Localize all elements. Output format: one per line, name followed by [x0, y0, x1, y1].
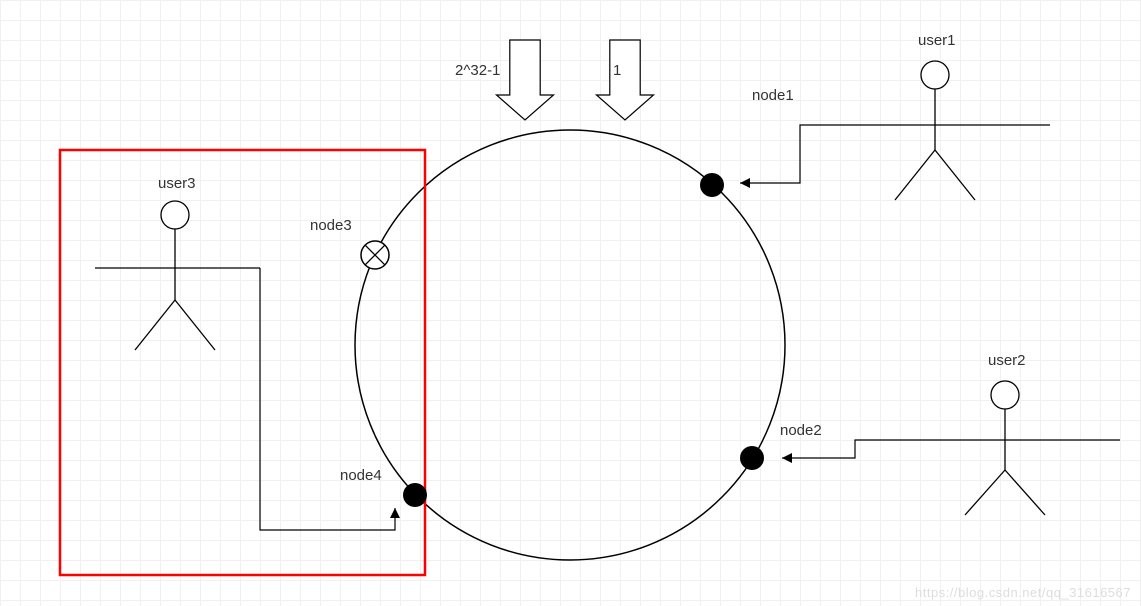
highlight-rectangle — [60, 150, 425, 575]
user2-figure — [880, 381, 1120, 515]
hash-direction-arrow — [597, 40, 654, 120]
diagram-canvas: 2^32-1 1 node1 node2 node3 node4 user1 user2 use… — [0, 0, 1141, 606]
user1-figure — [820, 61, 1050, 200]
user2-connector — [782, 440, 880, 458]
user3-connector — [260, 268, 395, 530]
label-2pow32minus1: 2^32-1 — [455, 62, 500, 79]
node2-label: node2 — [780, 422, 822, 439]
node2-marker — [740, 446, 764, 470]
user1-connector — [740, 125, 820, 183]
user3-label: user3 — [158, 175, 196, 192]
hash-direction-arrow — [497, 40, 554, 120]
label-1: 1 — [613, 62, 621, 79]
node1-label: node1 — [752, 87, 794, 104]
node4-label: node4 — [340, 467, 382, 484]
user1-label: user1 — [918, 32, 956, 49]
watermark: https://blog.csdn.net/qq_31616567 — [915, 585, 1131, 600]
node1-marker — [700, 173, 724, 197]
node3-label: node3 — [310, 217, 352, 234]
user3-figure — [95, 201, 260, 350]
user2-label: user2 — [988, 352, 1026, 369]
node4-marker — [403, 483, 427, 507]
